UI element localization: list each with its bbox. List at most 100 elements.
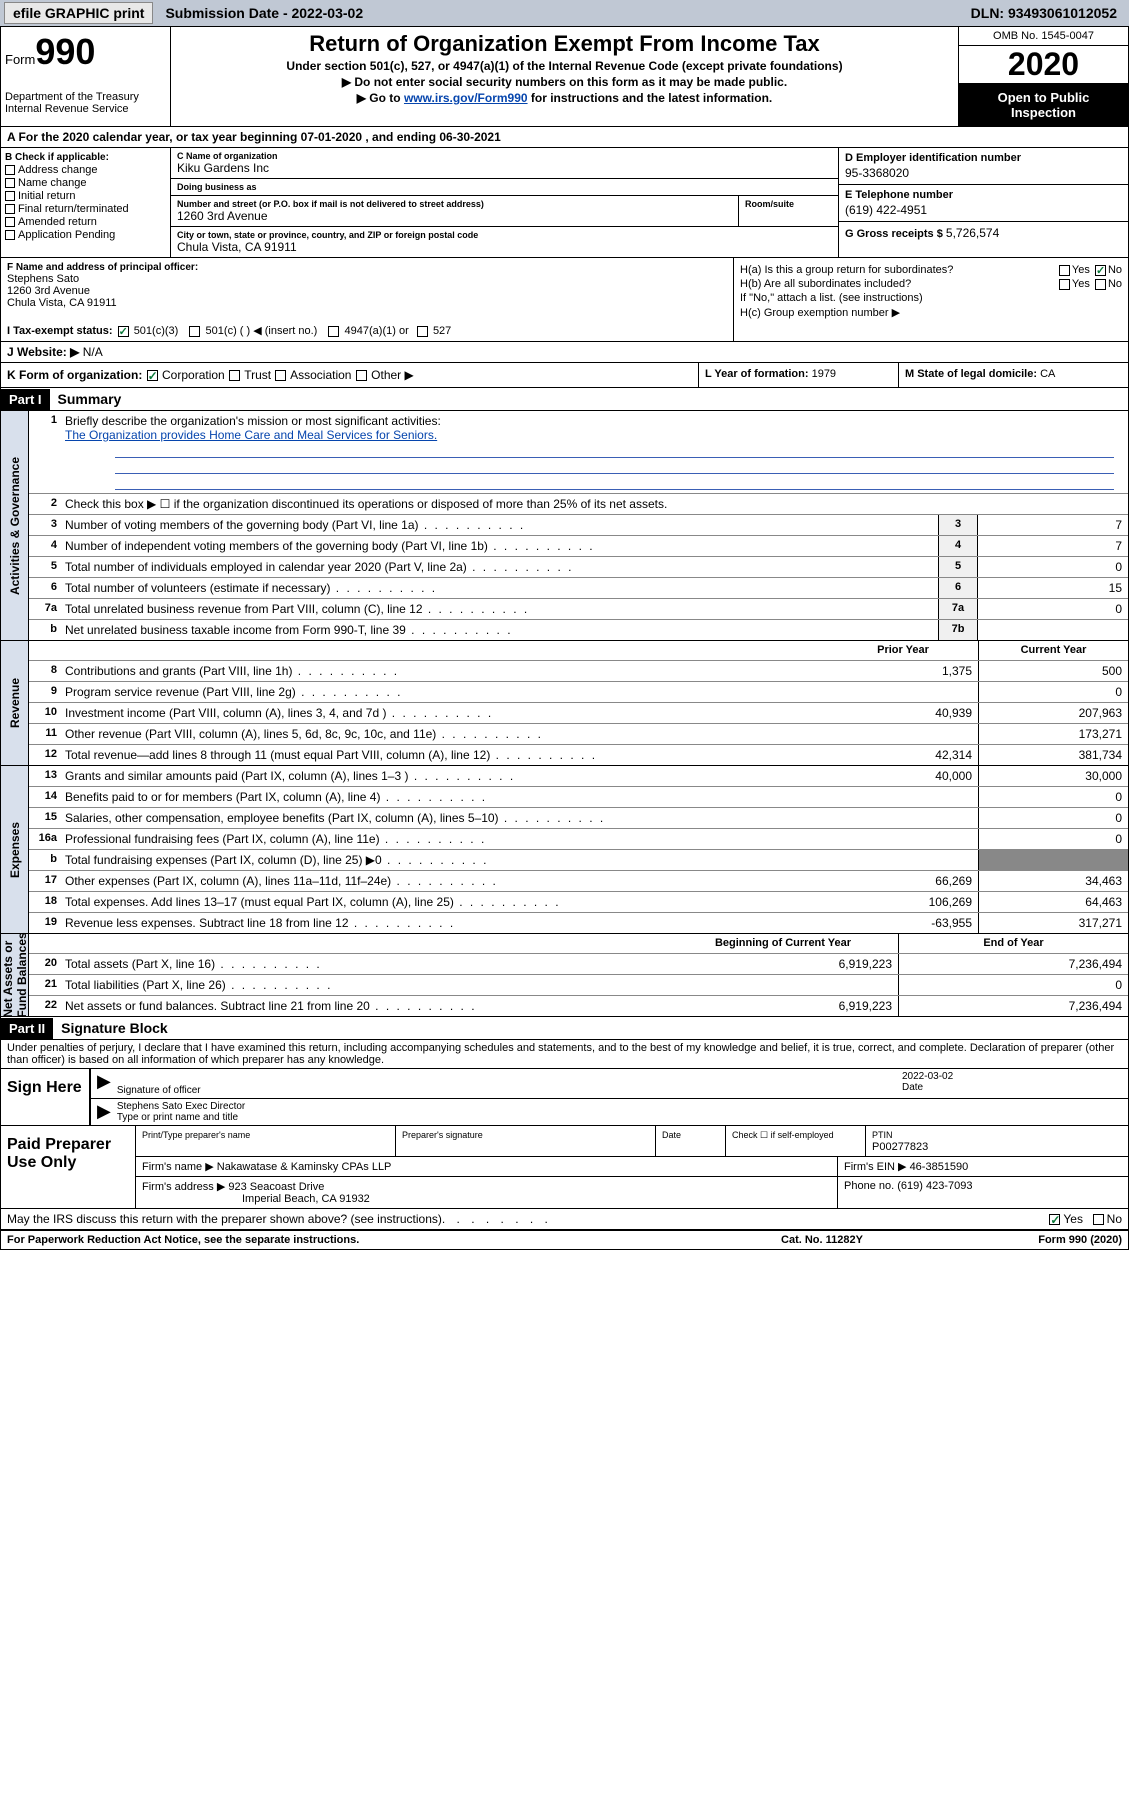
street-value: 1260 3rd Avenue xyxy=(177,209,732,223)
h-a-yes[interactable] xyxy=(1059,265,1070,276)
preparer-section: Paid Preparer Use Only Print/Type prepar… xyxy=(1,1125,1128,1208)
omb-number: OMB No. 1545-0047 xyxy=(959,27,1128,46)
h-b-no[interactable] xyxy=(1095,279,1106,290)
declaration-text: Under penalties of perjury, I declare th… xyxy=(1,1040,1128,1068)
state-domicile: CA xyxy=(1040,368,1055,380)
check-final-return[interactable]: Final return/terminated xyxy=(5,203,166,215)
table-row: bNet unrelated business taxable income f… xyxy=(29,620,1128,640)
part-1-header: Part ISummary xyxy=(1,388,1128,411)
discuss-yes[interactable] xyxy=(1049,1214,1060,1225)
check-name-change[interactable]: Name change xyxy=(5,177,166,189)
arrow-icon: ▶ xyxy=(97,1101,111,1123)
org-name: Kiku Gardens Inc xyxy=(177,161,832,175)
form-title: Return of Organization Exempt From Incom… xyxy=(181,31,948,57)
city-label: City or town, state or province, country… xyxy=(177,230,832,240)
website-row: J Website: ▶ N/A xyxy=(1,342,1128,363)
group-return-label: H(a) Is this a group return for subordin… xyxy=(740,264,953,276)
table-row: 15Salaries, other compensation, employee… xyxy=(29,808,1128,829)
table-row: 19Revenue less expenses. Subtract line 1… xyxy=(29,913,1128,933)
check-527[interactable] xyxy=(417,326,428,337)
officer-section: F Name and address of principal officer:… xyxy=(1,258,1128,342)
current-year-header: Current Year xyxy=(978,641,1128,660)
subtitle-3: ▶ Go to www.irs.gov/Form990 for instruct… xyxy=(181,91,948,105)
city-value: Chula Vista, CA 91911 xyxy=(177,240,832,254)
subtitle-1: Under section 501(c), 527, or 4947(a)(1)… xyxy=(181,59,948,73)
officer-printed-name: Stephens Sato Exec Director xyxy=(117,1101,1122,1112)
net-assets-section: Net Assets orFund Balances Beginning of … xyxy=(1,934,1128,1017)
phone-label: E Telephone number xyxy=(845,189,1122,201)
footer: For Paperwork Reduction Act Notice, see … xyxy=(1,1229,1128,1249)
h-a-no[interactable] xyxy=(1095,265,1106,276)
table-row: 12Total revenue—add lines 8 through 11 (… xyxy=(29,745,1128,765)
signature-section: Sign Here ▶ Signature of officer 2022-03… xyxy=(1,1068,1128,1125)
table-row: 5Total number of individuals employed in… xyxy=(29,557,1128,578)
table-row: 16aProfessional fundraising fees (Part I… xyxy=(29,829,1128,850)
form-page-label: Form 990 (2020) xyxy=(922,1234,1122,1246)
subtitle-2: ▶ Do not enter social security numbers o… xyxy=(181,75,948,89)
table-row: bTotal fundraising expenses (Part IX, co… xyxy=(29,850,1128,871)
catalog-number: Cat. No. 11282Y xyxy=(722,1234,922,1246)
check-501c3[interactable] xyxy=(118,326,129,337)
table-row: 13Grants and similar amounts paid (Part … xyxy=(29,766,1128,787)
check-other[interactable] xyxy=(356,370,367,381)
gross-receipts-value: 5,726,574 xyxy=(946,226,999,240)
check-501c[interactable] xyxy=(189,326,200,337)
sign-here-label: Sign Here xyxy=(1,1069,91,1125)
check-association[interactable] xyxy=(275,370,286,381)
check-corporation[interactable] xyxy=(147,370,158,381)
signature-date: 2022-03-02 xyxy=(902,1071,1122,1082)
check-4947[interactable] xyxy=(328,326,339,337)
paperwork-notice: For Paperwork Reduction Act Notice, see … xyxy=(7,1234,722,1246)
table-row: 17Other expenses (Part IX, column (A), l… xyxy=(29,871,1128,892)
table-row: 3Number of voting members of the governi… xyxy=(29,515,1128,536)
dln: DLN: 93493061012052 xyxy=(963,3,1125,23)
ein-value: 95-3368020 xyxy=(845,166,1122,180)
efile-print-button[interactable]: efile GRAPHIC print xyxy=(4,2,153,24)
check-initial-return[interactable]: Initial return xyxy=(5,190,166,202)
table-row: 18Total expenses. Add lines 13–17 (must … xyxy=(29,892,1128,913)
end-year-header: End of Year xyxy=(898,934,1128,953)
officer-name: Stephens Sato xyxy=(7,273,727,285)
entity-section: B Check if applicable: Address change Na… xyxy=(1,148,1128,258)
prior-year-header: Prior Year xyxy=(828,641,978,660)
q2-label: Check this box ▶ ☐ if the organization d… xyxy=(61,494,1128,514)
table-row: 10Investment income (Part VIII, column (… xyxy=(29,703,1128,724)
tax-exempt-label: I Tax-exempt status: xyxy=(7,325,113,337)
activities-governance-section: Activities & Governance 1 Briefly descri… xyxy=(1,411,1128,641)
check-address-change[interactable]: Address change xyxy=(5,164,166,176)
department: Department of the Treasury Internal Reve… xyxy=(5,91,166,115)
form-label: Form xyxy=(5,52,35,67)
firm-address: 923 Seacoast Drive xyxy=(228,1181,324,1193)
check-trust[interactable] xyxy=(229,370,240,381)
table-row: 6Total number of volunteers (estimate if… xyxy=(29,578,1128,599)
table-row: 7aTotal unrelated business revenue from … xyxy=(29,599,1128,620)
table-row: 11Other revenue (Part VIII, column (A), … xyxy=(29,724,1128,745)
table-row: 14Benefits paid to or for members (Part … xyxy=(29,787,1128,808)
discuss-no[interactable] xyxy=(1093,1214,1104,1225)
form-header: Form990 Department of the Treasury Inter… xyxy=(1,27,1128,127)
check-amended-return[interactable]: Amended return xyxy=(5,216,166,228)
gross-receipts-label: G Gross receipts $ xyxy=(845,228,943,240)
check-application-pending[interactable]: Application Pending xyxy=(5,229,166,241)
top-bar: efile GRAPHIC print Submission Date - 20… xyxy=(0,0,1129,26)
instructions-link[interactable]: www.irs.gov/Form990 xyxy=(404,91,528,105)
arrow-icon: ▶ xyxy=(97,1071,111,1096)
beginning-year-header: Beginning of Current Year xyxy=(668,934,898,953)
h-b-yes[interactable] xyxy=(1059,279,1070,290)
firm-name: Nakawatase & Kaminsky CPAs LLP xyxy=(217,1161,392,1173)
open-inspection: Open to Public Inspection xyxy=(959,84,1128,126)
subordinates-note: If "No," attach a list. (see instruction… xyxy=(740,292,1122,304)
mission-link[interactable]: The Organization provides Home Care and … xyxy=(65,428,437,442)
table-row: 22Net assets or fund balances. Subtract … xyxy=(29,996,1128,1016)
printed-name-label: Type or print name and title xyxy=(117,1112,238,1123)
part-2-header: Part IISignature Block xyxy=(1,1017,1128,1040)
check-applicable-label: B Check if applicable: xyxy=(5,152,166,163)
street-label: Number and street (or P.O. box if mail i… xyxy=(177,199,732,209)
revenue-section: Revenue Prior Year Current Year 8Contrib… xyxy=(1,641,1128,766)
year-formation: 1979 xyxy=(812,368,836,380)
group-exemption-label: H(c) Group exemption number ▶ xyxy=(740,306,1122,319)
paid-preparer-label: Paid Preparer Use Only xyxy=(1,1126,136,1208)
phone-value: (619) 422-4951 xyxy=(845,203,1122,217)
officer-addr2: Chula Vista, CA 91911 xyxy=(7,297,727,309)
room-suite-label: Room/suite xyxy=(745,199,832,209)
